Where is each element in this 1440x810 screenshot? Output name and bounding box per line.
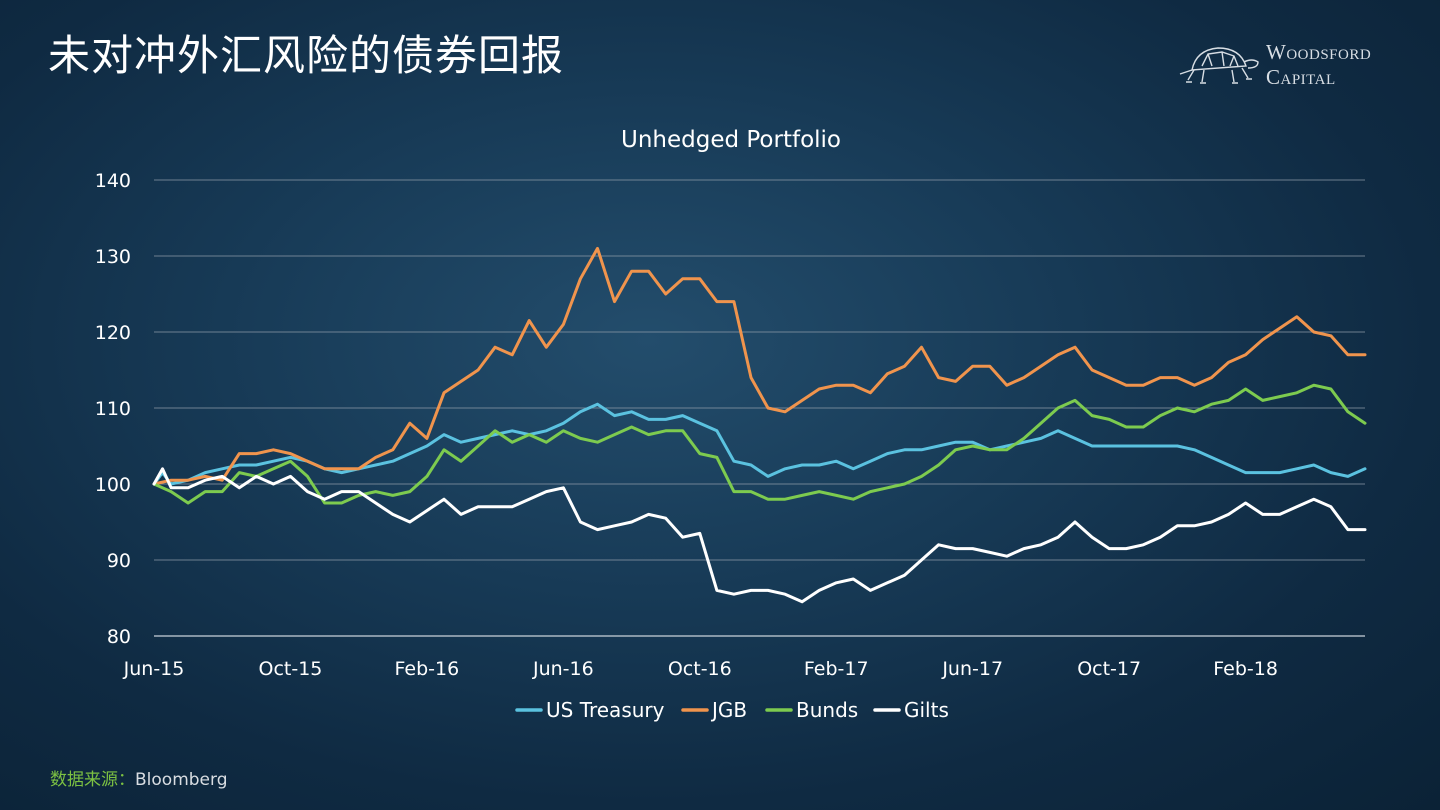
line-chart: Unhedged Portfolio 80 90 100 110 120 130 140 Jun…	[95, 127, 1367, 722]
x-tick-label: Jun-17	[941, 658, 1003, 680]
x-tick-label: Jun-16	[532, 658, 594, 680]
tortoise-icon	[1179, 47, 1259, 84]
y-tick-label: 80	[107, 626, 131, 648]
y-tick-label: 110	[95, 398, 131, 420]
series-line-bunds	[152, 383, 1367, 505]
legend-label: Gilts	[904, 698, 949, 722]
source-label: 数据来源：	[50, 770, 135, 790]
x-tick-label: Feb-16	[395, 658, 460, 680]
x-tick-label: Oct-16	[668, 658, 732, 680]
slide-title: 未对冲外汇风险的债券回报	[48, 31, 565, 80]
y-tick-label: 130	[95, 246, 131, 268]
company-logo: Woodsford Capital	[1178, 40, 1418, 90]
legend-label: JGB	[710, 698, 747, 722]
y-tick-label: 90	[107, 550, 131, 572]
series-line-gilts	[152, 467, 1367, 604]
x-tick-label: Jun-15	[123, 658, 185, 680]
x-tick-label: Oct-17	[1077, 658, 1141, 680]
y-tick-label: 140	[95, 170, 131, 192]
legend-label: US Treasury	[546, 698, 665, 722]
source-value: Bloomberg	[135, 770, 228, 790]
source-note: 数据来源：Bloomberg	[50, 765, 227, 790]
logo-name-line2: Capital	[1266, 65, 1336, 89]
y-tick-label: 120	[95, 322, 131, 344]
x-tick-label: Feb-18	[1213, 658, 1278, 680]
x-tick-label: Feb-17	[804, 658, 869, 680]
chart-title: Unhedged Portfolio	[621, 127, 841, 153]
series-line-us-treasury	[152, 402, 1367, 486]
legend-label: Bunds	[796, 698, 858, 722]
series-line-jgb	[152, 246, 1367, 486]
logo-name-line1: Woodsford	[1266, 40, 1372, 64]
y-tick-label: 100	[95, 474, 131, 496]
x-tick-label: Oct-15	[259, 658, 323, 680]
